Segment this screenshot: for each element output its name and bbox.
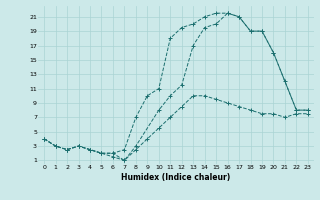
X-axis label: Humidex (Indice chaleur): Humidex (Indice chaleur)	[121, 173, 231, 182]
